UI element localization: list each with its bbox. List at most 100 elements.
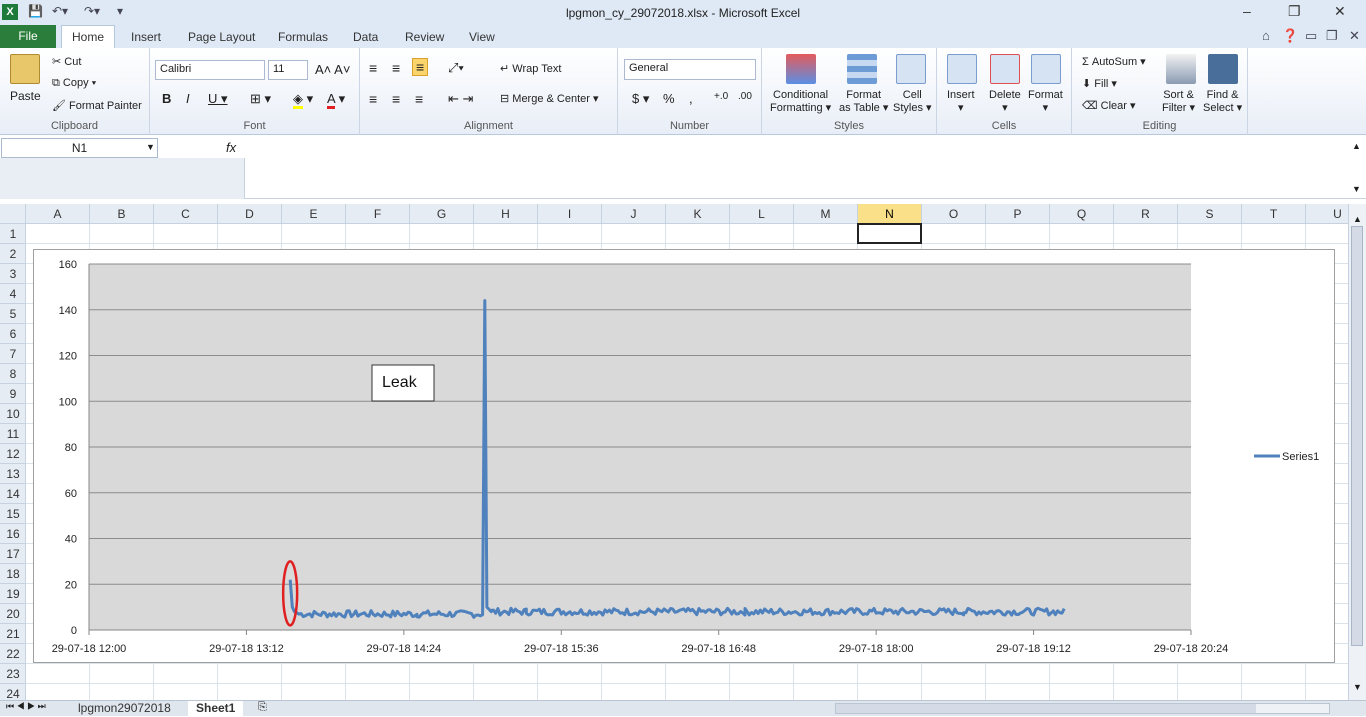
align-top-icon[interactable]: ≡ bbox=[369, 60, 378, 76]
decrease-decimal-icon[interactable]: .00 bbox=[738, 91, 752, 102]
row-header-20[interactable]: 20 bbox=[0, 604, 26, 624]
tab-data[interactable]: Data bbox=[353, 30, 379, 44]
column-header-k[interactable]: K bbox=[666, 204, 730, 224]
column-header-o[interactable]: O bbox=[922, 204, 986, 224]
name-box[interactable]: N1 bbox=[1, 138, 158, 158]
column-header-u[interactable]: U bbox=[1306, 204, 1366, 224]
row-header-13[interactable]: 13 bbox=[0, 464, 26, 484]
row-header-8[interactable]: 8 bbox=[0, 364, 26, 384]
font-color-icon[interactable]: A ▾ bbox=[327, 91, 345, 109]
scroll-up-icon[interactable]: ▲ bbox=[1353, 214, 1362, 224]
minimize-ribbon-icon[interactable]: ⌂ bbox=[1262, 28, 1270, 43]
tab-home[interactable]: Home bbox=[61, 25, 116, 49]
select-all-corner[interactable] bbox=[0, 204, 26, 224]
column-header-i[interactable]: I bbox=[538, 204, 602, 224]
vertical-scroll-thumb[interactable] bbox=[1351, 226, 1363, 646]
column-header-a[interactable]: A bbox=[26, 204, 90, 224]
active-cell[interactable] bbox=[857, 223, 922, 244]
close-icon[interactable]: ✕ bbox=[1334, 3, 1346, 19]
column-header-s[interactable]: S bbox=[1178, 204, 1242, 224]
delete-cells-button[interactable]: Delete ▾ bbox=[989, 89, 1021, 114]
wrap-text-button[interactable]: ↵ Wrap Text bbox=[500, 63, 562, 75]
new-sheet-icon[interactable]: ⎘ bbox=[258, 701, 267, 713]
workbook-minimize-icon[interactable]: ▭ bbox=[1305, 28, 1318, 43]
column-header-m[interactable]: M bbox=[794, 204, 858, 224]
indent-icon[interactable]: ⇤ ⇥ bbox=[448, 91, 474, 106]
row-header-6[interactable]: 6 bbox=[0, 324, 26, 344]
column-header-b[interactable]: B bbox=[90, 204, 154, 224]
row-header-22[interactable]: 22 bbox=[0, 644, 26, 664]
row-header-2[interactable]: 2 bbox=[0, 244, 26, 264]
clear-button[interactable]: ⌫ Clear ▾ bbox=[1082, 100, 1136, 112]
merge-center-button[interactable]: ⊟ Merge & Center ▾ bbox=[500, 93, 599, 105]
formula-expand-icon[interactable]: ▼ bbox=[1352, 184, 1361, 194]
undo-icon[interactable]: ↶▾ bbox=[52, 4, 69, 18]
row-header-5[interactable]: 5 bbox=[0, 304, 26, 324]
grow-font-icon[interactable]: A˄ A˅ bbox=[315, 62, 351, 77]
bold-icon[interactable]: B bbox=[162, 91, 172, 106]
italic-icon[interactable]: I bbox=[186, 91, 190, 106]
percent-icon[interactable]: % bbox=[663, 91, 675, 106]
cell-styles-button[interactable]: Cell Styles ▾ bbox=[893, 89, 932, 114]
align-bottom-icon[interactable]: ≡ bbox=[412, 58, 429, 76]
conditional-formatting-button[interactable]: Conditional Formatting ▾ bbox=[770, 89, 832, 114]
column-header-e[interactable]: E bbox=[282, 204, 346, 224]
copy-button[interactable]: ⧉ Copy ▾ bbox=[52, 77, 97, 89]
workbook-close-icon[interactable]: ✕ bbox=[1349, 28, 1360, 43]
cell-styles-icon[interactable] bbox=[896, 54, 926, 84]
tab-insert[interactable]: Insert bbox=[131, 30, 162, 44]
comma-icon[interactable]: , bbox=[689, 91, 693, 106]
currency-icon[interactable]: $ ▾ bbox=[632, 91, 650, 106]
horizontal-scroll-thumb[interactable] bbox=[836, 704, 1256, 713]
align-middle-icon[interactable]: ≡ bbox=[392, 60, 401, 76]
vertical-scrollbar[interactable]: ▲ ▼ bbox=[1348, 204, 1366, 700]
row-header-21[interactable]: 21 bbox=[0, 624, 26, 644]
tab-review[interactable]: Review bbox=[405, 30, 445, 44]
column-header-n[interactable]: N bbox=[858, 204, 922, 224]
column-header-l[interactable]: L bbox=[730, 204, 794, 224]
delete-cells-icon[interactable] bbox=[990, 54, 1020, 84]
row-header-14[interactable]: 14 bbox=[0, 484, 26, 504]
increase-decimal-icon[interactable]: +.0 bbox=[714, 91, 729, 102]
horizontal-scrollbar[interactable] bbox=[835, 703, 1330, 714]
workbook-restore-icon[interactable]: ❐ bbox=[1326, 28, 1338, 43]
column-header-c[interactable]: C bbox=[154, 204, 218, 224]
insert-cells-button[interactable]: Insert ▾ bbox=[947, 89, 975, 114]
save-icon[interactable]: 💾 bbox=[28, 4, 43, 18]
row-header-7[interactable]: 7 bbox=[0, 344, 26, 364]
font-name-dropdown[interactable]: Calibri bbox=[155, 60, 265, 80]
binoculars-icon[interactable] bbox=[1208, 54, 1238, 84]
formula-input[interactable] bbox=[0, 158, 245, 199]
cut-button[interactable]: ✂ Cut bbox=[52, 56, 82, 68]
row-header-4[interactable]: 4 bbox=[0, 284, 26, 304]
underline-icon[interactable]: U ▾ bbox=[208, 91, 228, 106]
row-header-15[interactable]: 15 bbox=[0, 504, 26, 524]
sheet-tab-lpgmon[interactable]: lpgmon29072018 bbox=[78, 701, 171, 715]
row-header-9[interactable]: 9 bbox=[0, 384, 26, 404]
autosum-button[interactable]: Σ AutoSum ▾ bbox=[1082, 56, 1146, 68]
row-header-18[interactable]: 18 bbox=[0, 564, 26, 584]
column-header-d[interactable]: D bbox=[218, 204, 282, 224]
row-header-17[interactable]: 17 bbox=[0, 544, 26, 564]
conditional-formatting-icon[interactable] bbox=[786, 54, 816, 84]
tab-page-layout[interactable]: Page Layout bbox=[188, 30, 256, 44]
scroll-down-icon[interactable]: ▼ bbox=[1353, 682, 1362, 692]
orientation-icon[interactable]: ⤢▾ bbox=[448, 60, 464, 75]
format-cells-button[interactable]: Format ▾ bbox=[1028, 89, 1063, 114]
row-header-23[interactable]: 23 bbox=[0, 664, 26, 684]
name-box-dropdown-icon[interactable]: ▼ bbox=[146, 142, 155, 152]
help-icon[interactable]: ❓ bbox=[1282, 28, 1299, 43]
tab-file[interactable]: File bbox=[0, 25, 56, 48]
fill-color-icon[interactable]: ◈ ▾ bbox=[293, 91, 313, 109]
font-size-dropdown[interactable]: 11 bbox=[268, 60, 308, 80]
column-header-q[interactable]: Q bbox=[1050, 204, 1114, 224]
formula-scroll-up-icon[interactable]: ▲ bbox=[1352, 141, 1361, 151]
column-header-f[interactable]: F bbox=[346, 204, 410, 224]
minimize-icon[interactable]: – bbox=[1243, 3, 1251, 19]
sheet-nav-icon[interactable]: ⏮ ◀ ▶ ⏭ bbox=[6, 701, 46, 711]
align-right-icon[interactable]: ≡ bbox=[415, 91, 424, 107]
sort-filter-icon[interactable] bbox=[1166, 54, 1196, 84]
sheet-tab-sheet1[interactable]: Sheet1 bbox=[188, 701, 244, 717]
format-as-table-button[interactable]: Format as Table ▾ bbox=[839, 89, 889, 114]
row-header-10[interactable]: 10 bbox=[0, 404, 26, 424]
